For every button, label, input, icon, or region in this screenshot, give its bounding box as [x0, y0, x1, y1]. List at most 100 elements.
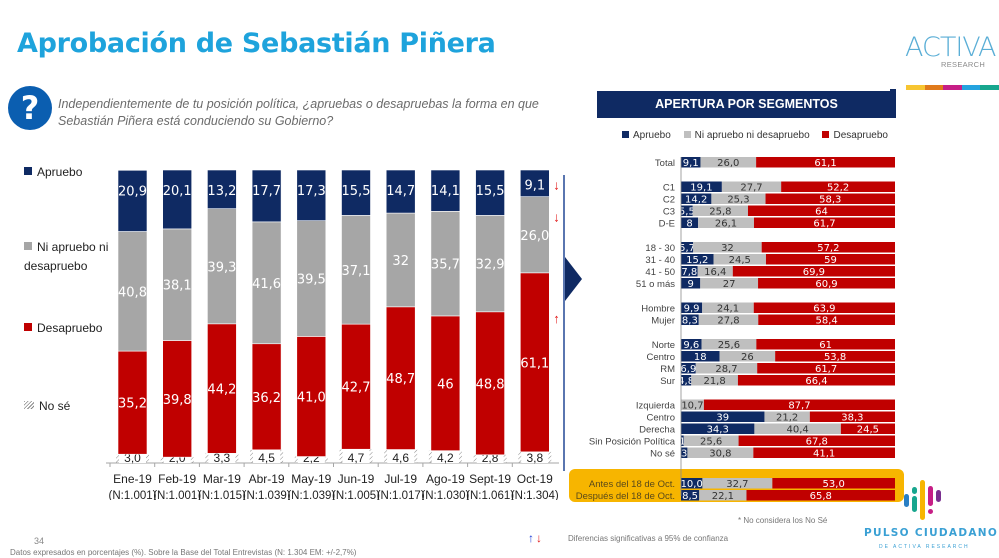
seg-bar-label: 8,3 — [682, 316, 698, 327]
seg-bar-label: 39 — [716, 413, 729, 424]
seg-bar-label: 67,8 — [806, 437, 828, 448]
seg-bar-desapruebo — [737, 375, 895, 386]
arrow-right-icon — [565, 257, 582, 301]
seg-bar-apruebo — [681, 254, 714, 265]
seg-bar-desapruebo — [738, 435, 895, 446]
x-tick-label: Mar-19 — [203, 472, 241, 486]
bar-label-ni: 39,5 — [297, 273, 326, 288]
segment-row-label: C1 — [663, 183, 675, 194]
bar-label-ni: 40,8 — [118, 285, 147, 300]
brand-color-strip — [906, 85, 999, 90]
bar-segment-nose-hatch-right — [280, 449, 284, 463]
seg-bar-apruebo — [681, 435, 684, 446]
bar-label-desapruebo: 44,2 — [207, 383, 236, 398]
x-tick-label: Oct-19 — [517, 472, 553, 486]
bar-segment-nose — [521, 451, 549, 463]
strip-color-2 — [924, 85, 944, 90]
bar-label-desapruebo: 61,1 — [520, 356, 549, 371]
seg-bar-label: 63,9 — [813, 304, 835, 315]
legend-swatch-desapruebo — [24, 323, 32, 331]
seg-bar-label: 28,7 — [715, 364, 737, 375]
bar-segment-nose — [253, 449, 281, 463]
seg-bar-label: 25,8 — [709, 207, 731, 218]
x-tick-label: Abr-19 — [249, 472, 285, 486]
seg-bar-ni — [702, 478, 773, 489]
bar-label-desapruebo: 46 — [437, 377, 454, 392]
bar-segment-ni — [341, 215, 371, 325]
seg-bar-apruebo — [681, 339, 702, 350]
bar-segment-nose-hatch-left — [250, 449, 254, 463]
bar-segment-apruebo — [117, 169, 148, 232]
seg-bar-label: 8 — [686, 219, 692, 230]
no-se-note: * No considera los No Sé — [738, 516, 828, 525]
seg-bar-label: 57,2 — [817, 243, 839, 254]
page-number: 34 — [34, 536, 45, 546]
bar-segment-apruebo — [341, 169, 371, 216]
seg-bar-label: 32,7 — [726, 479, 748, 490]
bar-segment-nose-hatch-left — [116, 454, 119, 463]
seg-bar-label: 27 — [723, 279, 736, 290]
bar-label-apruebo: 20,1 — [163, 184, 192, 199]
bar-segment-nose-hatch-right — [458, 450, 462, 463]
seg-bar-ni — [698, 217, 754, 228]
bar-label-nose: 4,2 — [437, 451, 454, 465]
x-tick-label: Sept-19 — [469, 472, 511, 486]
bar-segment-nose — [297, 456, 325, 463]
seg-bar-label: 4,8 — [678, 376, 694, 387]
seg-bar-label: 34,3 — [707, 425, 729, 436]
seg-bar-label: 15,2 — [686, 255, 708, 266]
seg-bar-label: 3 — [681, 449, 687, 460]
x-tick-sample-size: (N:1.015) — [198, 490, 246, 500]
seg-bar-label: 65,8 — [810, 491, 832, 502]
seg-bar-label: 38,3 — [841, 413, 863, 424]
seg-bar-desapruebo — [746, 490, 895, 501]
legend-label: No sé — [39, 399, 71, 413]
survey-question: Independientemente de tu posición políti… — [58, 97, 539, 128]
seg-bar-apruebo — [681, 447, 688, 458]
bar-label-desapruebo: 39,8 — [163, 393, 192, 408]
seg-bar-label: 25,6 — [700, 437, 722, 448]
bar-label-desapruebo: 48,8 — [476, 377, 505, 392]
pulso-ciudadano-icon — [904, 480, 946, 520]
bar-label-ni: 39,3 — [207, 260, 236, 275]
seg-bar-label: 61 — [819, 340, 832, 351]
bar-segment-apruebo — [430, 169, 461, 212]
bar-segment-desapruebo — [162, 340, 193, 458]
bar-label-apruebo: 9,1 — [524, 178, 545, 193]
bar-label-apruebo: 14,1 — [431, 184, 460, 199]
segment-row-label: C2 — [663, 195, 675, 206]
seg-bar-label: 9,6 — [683, 340, 699, 351]
seg-bar-ni — [692, 205, 748, 216]
bar-segment-apruebo — [207, 169, 237, 209]
seg-bar-ni — [687, 447, 754, 458]
seg-bar-label: 24,5 — [729, 255, 751, 266]
bar-segment-apruebo — [475, 169, 505, 216]
bar-segment-apruebo — [385, 169, 416, 214]
seg-bar-ni — [699, 490, 747, 501]
bar-segment-nose — [431, 450, 459, 463]
bar-segment-nose — [208, 453, 236, 463]
seg-bar-label: 8,5 — [682, 491, 698, 502]
bar-label-ni: 37,1 — [342, 264, 371, 279]
significance-legend-icons: ↑ ↓ — [528, 531, 542, 545]
seg-bar-label: 53,0 — [823, 479, 845, 490]
segment-row-label: 18 - 30 — [645, 243, 675, 254]
strip-color-5 — [980, 85, 999, 90]
segment-row-label: Hombre — [641, 304, 675, 315]
seg-bar-desapruebo — [703, 399, 895, 410]
bar-label-ni: 38,1 — [163, 279, 192, 294]
seg-bar-label: 52,2 — [827, 183, 849, 194]
bar-segment-nose-hatch-right — [503, 454, 507, 463]
segment-row-label: Izquierda — [636, 401, 676, 412]
segment-row-label: Antes del 18 de Oct. — [589, 479, 675, 490]
activa-research-logo: ACTIVA RESEARCH — [905, 32, 997, 82]
seg-bar-apruebo — [681, 181, 722, 192]
bar-segment-desapruebo — [341, 323, 371, 450]
bar-segment-ni — [162, 228, 193, 341]
seg-bar-label: 1 — [679, 437, 685, 448]
bar-segment-desapruebo — [296, 336, 327, 457]
seg-bar-label: 18 — [694, 352, 707, 363]
seg-bar-label: 69,9 — [803, 267, 825, 278]
bar-segment-ni — [430, 211, 461, 317]
bar-label-nose: 3,8 — [526, 451, 543, 465]
